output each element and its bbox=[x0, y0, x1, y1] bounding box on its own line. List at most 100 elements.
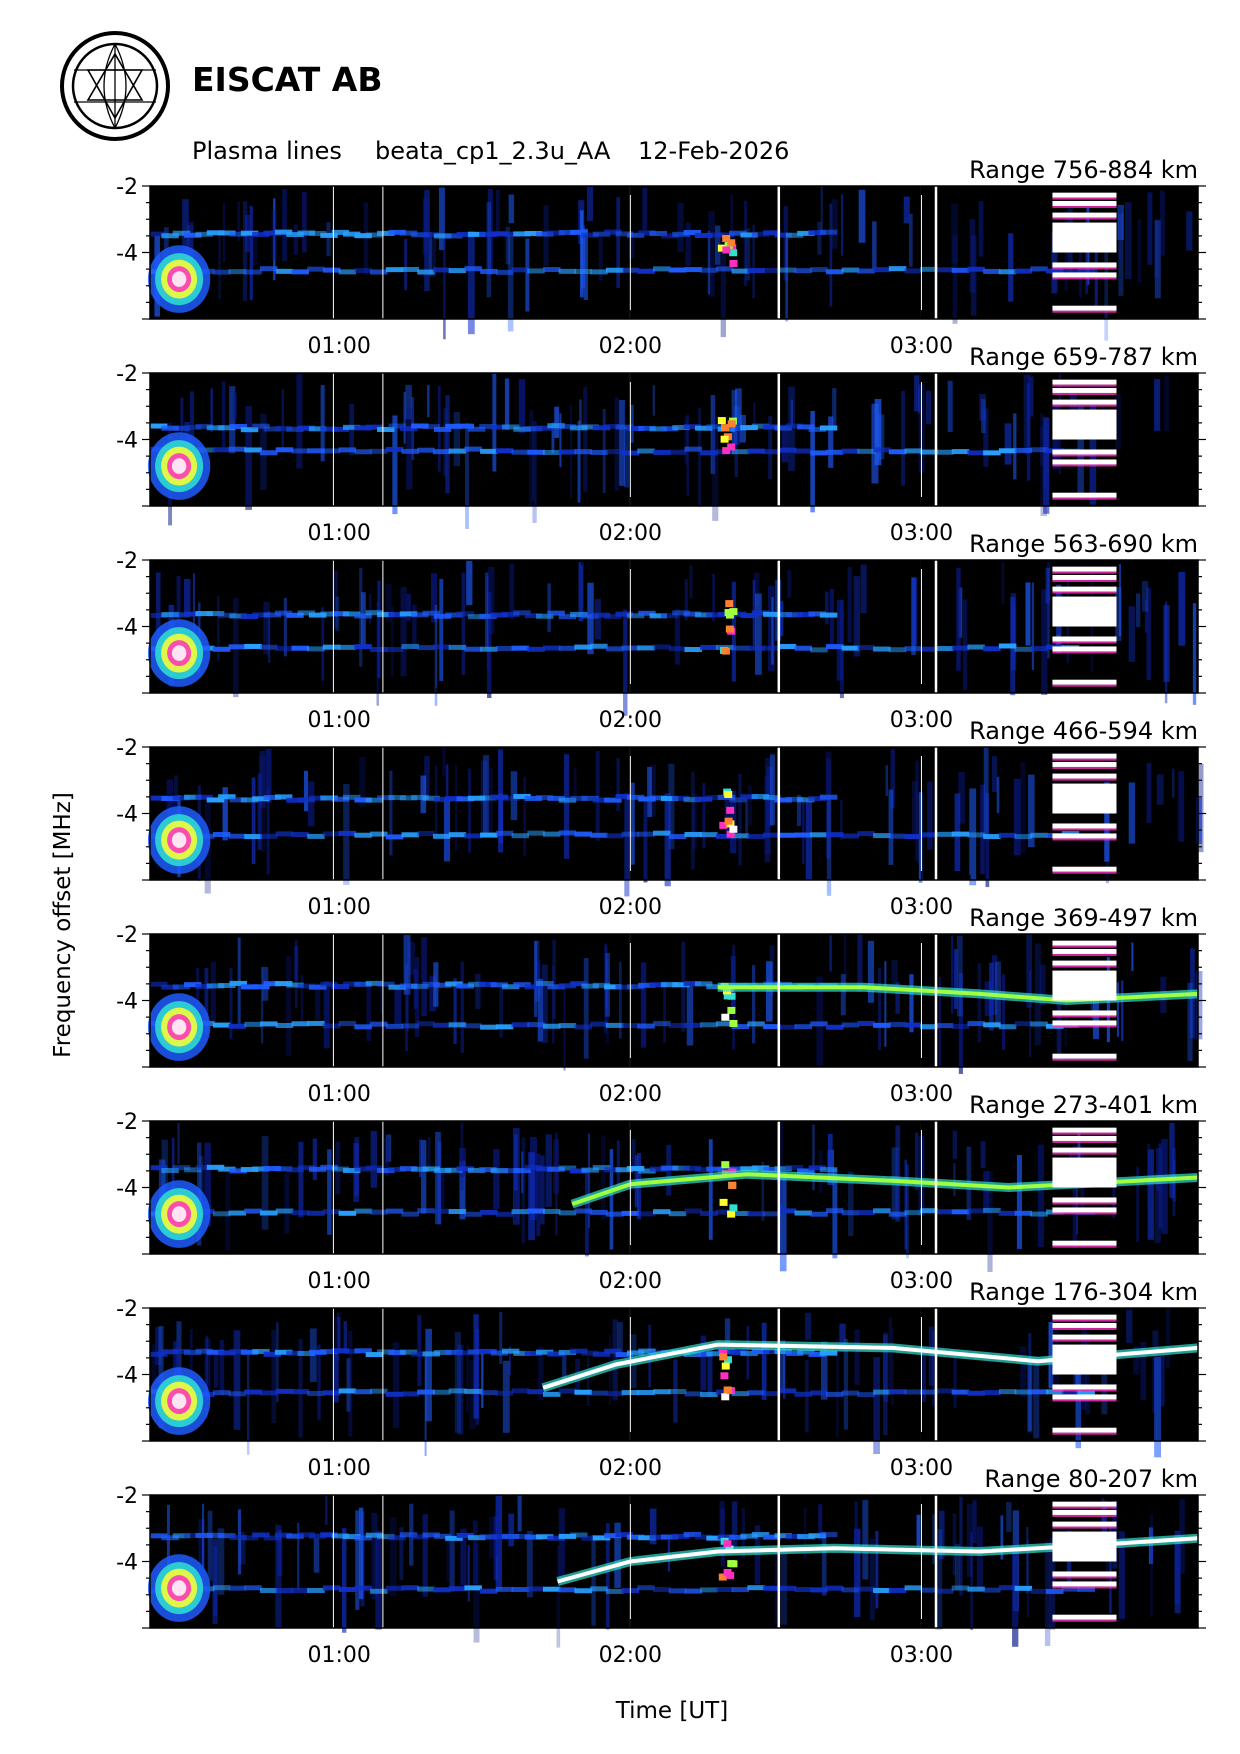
plasma-band-cell bbox=[819, 1532, 838, 1538]
noise-streak bbox=[509, 564, 515, 620]
plasma-band-cell bbox=[411, 423, 429, 429]
noise-streak bbox=[547, 583, 551, 632]
plasma-band-cell bbox=[263, 426, 281, 432]
plasma-band-cell bbox=[558, 614, 577, 620]
noise-streak bbox=[1037, 1144, 1045, 1248]
plasma-band-cell bbox=[228, 1391, 247, 1397]
plasma-band-cell bbox=[706, 232, 724, 238]
interference-stripe-edge bbox=[1052, 766, 1117, 769]
noise-streak bbox=[525, 238, 530, 312]
plasma-band-cell bbox=[331, 796, 350, 802]
bright-echo bbox=[171, 271, 187, 287]
noise-streak bbox=[472, 1520, 478, 1584]
plasma-band-cell bbox=[275, 646, 294, 652]
interference-stripe-edge bbox=[1052, 1202, 1117, 1205]
plasma-band-cell bbox=[297, 425, 316, 431]
plasma-band-cell bbox=[1061, 1391, 1080, 1397]
plasma-band-cell bbox=[936, 1388, 954, 1394]
noise-streak bbox=[429, 975, 437, 1012]
noise-streak bbox=[1023, 374, 1031, 455]
plasma-band-cell bbox=[422, 610, 440, 616]
plasma-band-cell bbox=[195, 794, 213, 800]
plasma-band-cell bbox=[228, 269, 247, 275]
noise-streak bbox=[903, 196, 910, 224]
plasma-band-cell bbox=[547, 795, 565, 801]
plasma-band-cell bbox=[184, 982, 202, 988]
x-tick-label: 03:00 bbox=[890, 1082, 953, 1107]
interference-stripe-edge bbox=[1052, 828, 1117, 831]
plasma-band-cell bbox=[501, 424, 520, 430]
noise-streak bbox=[473, 1543, 480, 1643]
plasma-band-cell bbox=[195, 423, 213, 429]
plasma-band-cell bbox=[920, 1024, 938, 1030]
plasma-band-cell bbox=[229, 1535, 247, 1541]
noise-streak bbox=[229, 386, 236, 454]
plasma-band-cell bbox=[751, 1532, 770, 1538]
plasma-band-cell bbox=[365, 232, 384, 238]
plasma-band-cell bbox=[291, 1021, 309, 1027]
y-tick-label: -4 bbox=[116, 429, 138, 454]
plasma-band-cell bbox=[331, 984, 350, 990]
plasma-band-cell bbox=[370, 831, 388, 837]
plasma-band-cell bbox=[401, 448, 419, 454]
plasma-band-cell bbox=[501, 1348, 520, 1354]
plasma-band-cell bbox=[558, 424, 577, 430]
y-tick-label: -2 bbox=[116, 1484, 138, 1509]
noise-streak bbox=[888, 1317, 892, 1394]
plasma-band-cell bbox=[873, 646, 891, 652]
interference-stripe-edge bbox=[1052, 953, 1117, 956]
noise-streak bbox=[300, 974, 304, 1027]
plasma-band-cell bbox=[308, 426, 327, 432]
plasma-band-cell bbox=[672, 425, 690, 431]
plasma-band-cell bbox=[240, 1535, 259, 1541]
plasma-band-cell bbox=[668, 267, 687, 273]
noise-streak bbox=[453, 978, 457, 1045]
plasma-band-cell bbox=[195, 1165, 213, 1171]
plasma-band-cell bbox=[605, 646, 624, 652]
plasma-band-cell bbox=[998, 643, 1017, 649]
noise-streak bbox=[523, 776, 527, 856]
plasma-band-cell bbox=[370, 646, 388, 652]
plasma-band-cell bbox=[825, 832, 844, 838]
plasma-band-cell bbox=[857, 268, 875, 274]
echo-patch bbox=[722, 246, 731, 254]
noise-streak bbox=[573, 768, 577, 803]
plasma-band-cell bbox=[385, 646, 404, 652]
plasma-band-cell bbox=[206, 797, 225, 803]
plasma-band-cell bbox=[1030, 832, 1048, 838]
plasma-band-cell bbox=[377, 1168, 395, 1174]
plasma-band-cell bbox=[649, 982, 668, 988]
noise-streak bbox=[901, 391, 906, 486]
noise-streak bbox=[1040, 426, 1047, 517]
noise-streak bbox=[516, 1170, 520, 1225]
plasma-band-cell bbox=[998, 1389, 1017, 1395]
plasma-band-cell bbox=[904, 834, 923, 840]
plasma-band-cell bbox=[808, 611, 826, 617]
plasma-band-cell bbox=[810, 1587, 828, 1593]
plasma-band-cell bbox=[810, 832, 828, 838]
noise-streak bbox=[439, 578, 444, 682]
plasma-band-cell bbox=[715, 1021, 734, 1027]
y-tick-label: -2 bbox=[116, 1297, 138, 1322]
plasma-band-cell bbox=[150, 1533, 168, 1539]
plasma-band-cell bbox=[354, 1208, 372, 1214]
noise-streak bbox=[1196, 797, 1202, 845]
y-tick-label: -2 bbox=[116, 1110, 138, 1135]
plasma-band-cell bbox=[320, 1532, 338, 1538]
interference-stripe-edge bbox=[1052, 1432, 1117, 1435]
interference-stripe bbox=[1052, 399, 1117, 405]
noise-streak bbox=[980, 398, 986, 434]
plasma-band-cell bbox=[904, 646, 923, 652]
noise-streak bbox=[768, 415, 773, 480]
noise-streak bbox=[219, 1340, 225, 1396]
noise-streak bbox=[385, 583, 392, 622]
plasma-band-cell bbox=[660, 982, 679, 988]
plasma-band-cell bbox=[763, 1534, 781, 1540]
plasma-band-cell bbox=[274, 610, 293, 616]
plasma-band-cell bbox=[480, 646, 498, 652]
plasma-band-cell bbox=[778, 447, 797, 453]
plasma-band-cell bbox=[672, 982, 690, 988]
noise-streak bbox=[404, 239, 408, 291]
plasma-band-cell bbox=[274, 1349, 293, 1355]
plasma-band-cell bbox=[206, 230, 225, 236]
